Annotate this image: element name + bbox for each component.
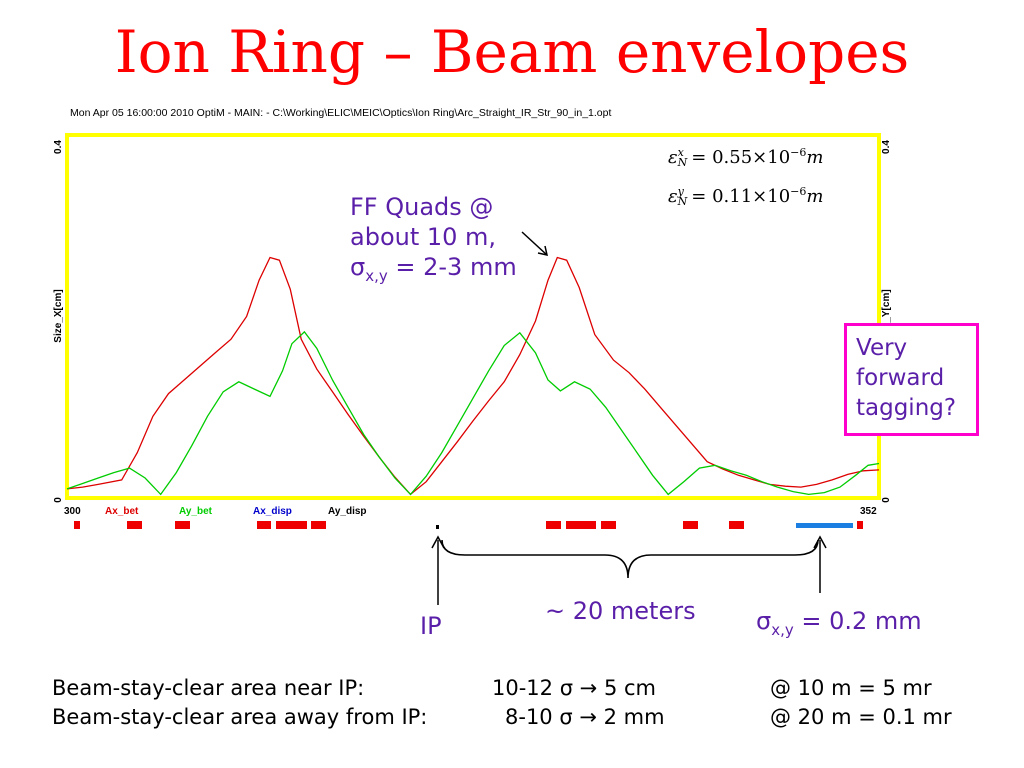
ff-quads-line3: σx,y = 2-3 mm: [350, 252, 517, 291]
distance-label: ~ 20 meters: [545, 597, 696, 625]
emittance-y: ε y N = 0.11×10−6m: [668, 185, 823, 207]
sigma-subscript: x,y: [365, 266, 388, 285]
emittance-x-exp: −6: [790, 146, 807, 159]
emittance-y-value: = 0.11×10: [691, 186, 791, 207]
sigma-symbol: σ: [350, 253, 366, 281]
bsc-angle: @ 20 m = 0.1 mr: [770, 705, 952, 729]
y-tick-left-bottom: 0: [53, 497, 64, 503]
emittance-x-sup: x: [677, 146, 684, 159]
magnet: [175, 521, 190, 529]
series-line-ax-bet: [66, 256, 880, 496]
ip-arrow: [431, 535, 445, 605]
plot-frame: [65, 133, 881, 500]
epsilon-symbol: ε: [668, 186, 678, 207]
bsc-sigma: 10-12 σ → 5 cm: [492, 676, 656, 700]
legend-ax-bet: Ax_bet: [105, 506, 139, 517]
magnet: [683, 521, 698, 529]
bsc-label: Beam-stay-clear area away from IP:: [52, 705, 428, 729]
bsc-sigma: 8-10 σ → 2 mm: [505, 705, 665, 729]
very-forward-line1: Very: [856, 335, 908, 361]
magnet: [601, 521, 616, 529]
ip-marker: [436, 525, 439, 529]
optim-header: Mon Apr 05 16:00:00 2010 OptiM - MAIN: -…: [70, 107, 612, 119]
emittance-x-sub: N: [677, 156, 688, 169]
very-forward-box: [844, 323, 979, 436]
emittance-y-sup: y: [677, 185, 684, 198]
emittance-x-unit: m: [806, 147, 824, 168]
legend-ax-disp: Ax_disp: [253, 506, 292, 517]
y-axis-label-left: Size_X[cm]: [53, 289, 64, 342]
emittance-y-sub: N: [677, 195, 688, 208]
detector-arrow: [813, 535, 827, 593]
forward-detector: [796, 523, 853, 528]
magnet: [276, 521, 307, 529]
magnet: [729, 521, 744, 529]
sigma-ip-value: = 0.2 mm: [793, 607, 922, 635]
magnet: [857, 521, 863, 529]
ff-quads-line2: about 10 m,: [350, 223, 497, 251]
ff-quads-annotation: FF Quads @ about 10 m, σx,y = 2-3 mm: [350, 192, 517, 291]
magnet: [127, 521, 142, 529]
ff-quad-arrow: [521, 231, 548, 256]
bsc-label: Beam-stay-clear area near IP:: [52, 676, 365, 700]
emittance-y-unit: m: [806, 186, 824, 207]
slide-title: Ion Ring – Beam envelopes: [114, 18, 910, 86]
magnet-lattice: [74, 521, 863, 529]
emittance-x: ε x N = 0.55×10−6m: [668, 146, 823, 168]
sigma-symbol: σ: [756, 607, 772, 635]
ff-quads-value: = 2-3 mm: [387, 253, 517, 281]
magnet: [74, 521, 80, 529]
ff-quads-line1: FF Quads @: [350, 193, 494, 221]
very-forward-line2: forward: [856, 365, 945, 391]
magnet: [257, 521, 271, 529]
epsilon-symbol: ε: [668, 147, 678, 168]
emittance-y-exp: −6: [790, 185, 807, 198]
x-tick-end: 352: [860, 506, 877, 517]
x-tick-start: 300: [64, 506, 81, 517]
sigma-ip-label: σx,y = 0.2 mm: [756, 607, 922, 639]
legend-ay-bet: Ay_bet: [179, 506, 213, 517]
magnet: [311, 521, 326, 529]
very-forward-line3: tagging?: [856, 395, 957, 421]
distance-brace: [441, 539, 819, 579]
sigma-subscript: x,y: [771, 620, 794, 639]
bsc-angle: @ 10 m = 5 mr: [770, 676, 932, 700]
y-axis-label-right: Size_Y[cm]: [881, 289, 892, 342]
ip-label: IP: [420, 612, 442, 640]
very-forward-text: Very forward tagging?: [856, 333, 956, 423]
magnet: [546, 521, 561, 529]
y-tick-right-top: 0.4: [881, 140, 892, 154]
y-tick-right-bottom: 0: [881, 497, 892, 503]
y-tick-left-top: 0.4: [53, 140, 64, 154]
magnet: [566, 521, 596, 529]
series-line-ay-bet: [66, 330, 880, 496]
legend-ay-disp: Ay_disp: [328, 506, 367, 517]
emittance-x-value: = 0.55×10: [691, 147, 791, 168]
